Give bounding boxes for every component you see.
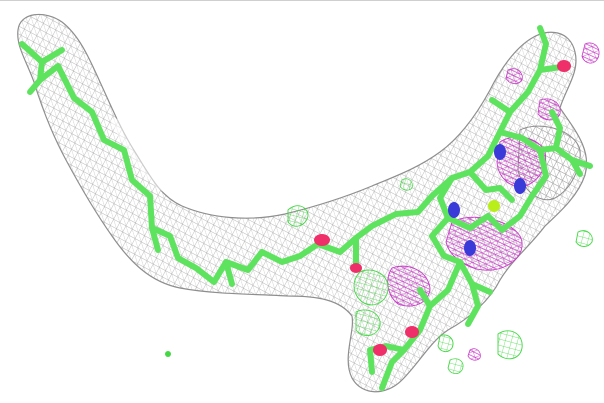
density-mesh-tail	[17, 13, 588, 393]
atoms	[314, 60, 571, 356]
oxygen-atom	[350, 263, 362, 273]
oxygen-atom	[405, 326, 419, 338]
nitrogen-atom	[514, 178, 526, 194]
top-border	[0, 0, 604, 1]
nitrogen-atom	[448, 202, 460, 218]
oxygen-atom	[373, 344, 387, 356]
difference-mesh-negative	[387, 42, 600, 361]
stick-model	[19, 25, 593, 391]
density-mesh-inner-gap	[110, 118, 245, 207]
magnesium-atom	[488, 200, 500, 212]
difference-mesh-positive	[165, 178, 593, 374]
nitrogen-atom	[464, 240, 476, 256]
nitrogen-atom	[494, 144, 506, 160]
oxygen-atom	[314, 234, 330, 246]
oxygen-atom	[557, 60, 571, 72]
